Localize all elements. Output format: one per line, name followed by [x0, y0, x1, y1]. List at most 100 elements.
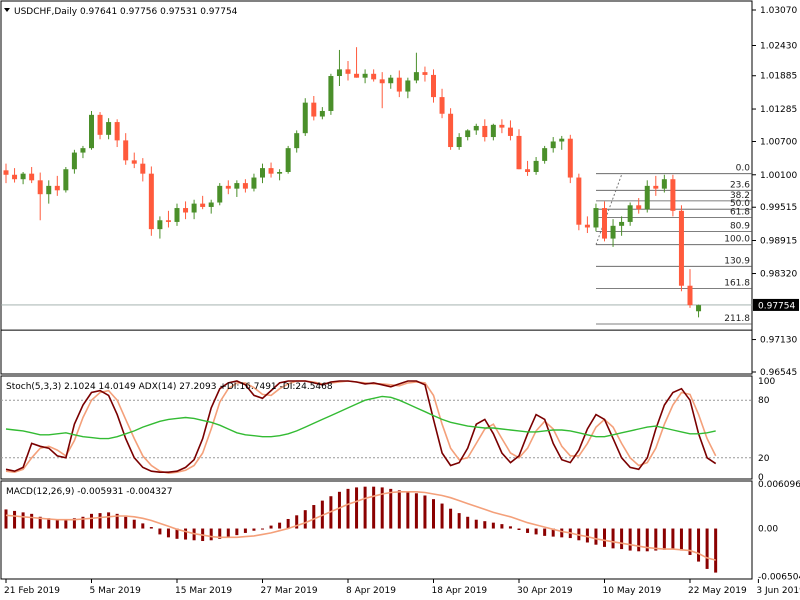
price-tick-label: 0.98320: [760, 270, 797, 280]
macd-histogram-bar: [688, 528, 692, 555]
macd-histogram-bar: [645, 528, 649, 552]
bull-candle: [80, 148, 86, 153]
bull-candle: [456, 137, 462, 148]
bear-candle: [54, 185, 60, 191]
bull-candle: [336, 69, 342, 77]
bear-candle: [371, 73, 377, 80]
bear-candle: [12, 174, 18, 180]
stoch-tick-label: 20: [758, 454, 770, 464]
macd-histogram-bar: [372, 486, 376, 529]
macd-histogram-bar: [697, 528, 701, 562]
price-tick-label: 1.00100: [760, 171, 797, 181]
macd-histogram-bar: [449, 508, 453, 529]
bull-candle: [191, 203, 197, 213]
macd-histogram-bar: [166, 528, 170, 538]
macd-histogram-bar: [115, 513, 119, 529]
stoch-header: Stoch(5,3,3) 2.1024 14.0149 ADX(14) 27.2…: [6, 382, 333, 392]
macd-histogram-bar: [38, 516, 42, 529]
bull-candle: [644, 185, 650, 210]
macd-histogram-bar: [209, 528, 213, 541]
price-tick-label: 1.00700: [760, 137, 797, 147]
price-tick-label: 1.01885: [760, 72, 797, 82]
bull-candle: [619, 221, 625, 226]
bear-candle: [354, 73, 360, 78]
macd-histogram-bar: [295, 515, 299, 529]
bull-candle: [593, 208, 599, 228]
macd-histogram-bar: [72, 518, 76, 529]
bull-candle: [559, 138, 565, 142]
bear-candle: [567, 138, 573, 178]
bear-candle: [653, 185, 659, 189]
bear-candle: [200, 203, 206, 207]
bear-candle: [97, 114, 103, 135]
fib-level-label: 211.8: [724, 314, 750, 324]
macd-histogram-bar: [141, 523, 145, 529]
bear-candle: [678, 210, 684, 286]
macd-histogram-bar: [534, 528, 538, 535]
macd-histogram-bar: [611, 528, 615, 549]
bear-candle: [507, 127, 513, 136]
bear-candle: [131, 160, 137, 164]
bull-candle: [251, 177, 257, 189]
price-tick-label: 1.02430: [760, 42, 797, 52]
time-tick-label: 10 May 2019: [603, 586, 662, 596]
price-plot: 0.0 23.638.250.061.8 80.9 100.0 130.9 161.8 21…: [1, 47, 752, 331]
macd-histogram-bar: [235, 528, 239, 536]
macd-header: MACD(12,26,9) -0.005931 -0.004327: [6, 487, 172, 497]
bull-candle: [610, 225, 616, 239]
macd-plot: [4, 486, 718, 573]
bull-candle: [550, 141, 556, 149]
bear-candle: [311, 102, 317, 117]
bear-candle: [670, 179, 676, 211]
bull-candle: [328, 76, 334, 111]
time-tick-label: 27 Mar 2019: [261, 586, 318, 596]
macd-histogram-bar: [406, 491, 410, 529]
macd-histogram-bar: [226, 528, 230, 538]
macd-histogram-bar: [500, 524, 504, 529]
fib-level-label: 61.8: [730, 207, 750, 217]
bull-candle: [71, 152, 77, 170]
macd-histogram-bar: [252, 528, 256, 531]
chevron-down-icon[interactable]: [4, 8, 10, 12]
macd-tick-label: 0.00: [758, 525, 778, 535]
time-tick-label: 21 Feb 2019: [4, 586, 60, 596]
price-tick-label: 1.03070: [760, 6, 797, 16]
macd-histogram-bar: [47, 518, 51, 529]
macd-histogram-bar: [30, 513, 34, 529]
bear-candle: [439, 97, 445, 114]
current-price-badge: [753, 298, 799, 311]
bull-candle: [696, 305, 702, 312]
macd-histogram-bar: [337, 491, 341, 529]
macd-histogram-bar: [13, 510, 17, 529]
macd-histogram-bar: [363, 486, 367, 529]
macd-histogram-bar: [158, 528, 162, 535]
adx-line: [5, 395, 716, 440]
bull-candle: [208, 202, 214, 207]
macd-histogram-bar: [124, 516, 128, 529]
time-tick-label: 30 Apr 2019: [517, 586, 573, 596]
macd-histogram-bar: [423, 495, 427, 529]
time-tick-label: 8 Apr 2019: [346, 586, 396, 596]
stoch-tick-label: 0: [758, 473, 764, 483]
bull-candle: [46, 185, 52, 195]
current-price-label: 0.97754: [758, 301, 795, 311]
macd-histogram-bar: [671, 528, 675, 550]
macd-tick-label: 0.006096: [758, 480, 800, 490]
bear-candle: [379, 79, 385, 84]
bear-candle: [687, 285, 693, 306]
macd-histogram-bar: [55, 519, 59, 529]
price-tick-label: 1.01285: [760, 105, 797, 115]
macd-histogram-bar: [654, 528, 658, 551]
bull-candle: [362, 73, 368, 78]
bull-candle: [490, 124, 496, 138]
macd-histogram-bar: [355, 487, 359, 529]
macd-histogram-bar: [4, 509, 8, 529]
macd-histogram-bar: [107, 512, 111, 529]
bear-candle: [183, 208, 189, 213]
macd-histogram-bar: [705, 528, 709, 569]
time-tick-label: 18 Apr 2019: [432, 586, 488, 596]
bull-candle: [388, 77, 394, 84]
bull-candle: [63, 169, 69, 191]
fib-trend-line: [595, 173, 623, 245]
